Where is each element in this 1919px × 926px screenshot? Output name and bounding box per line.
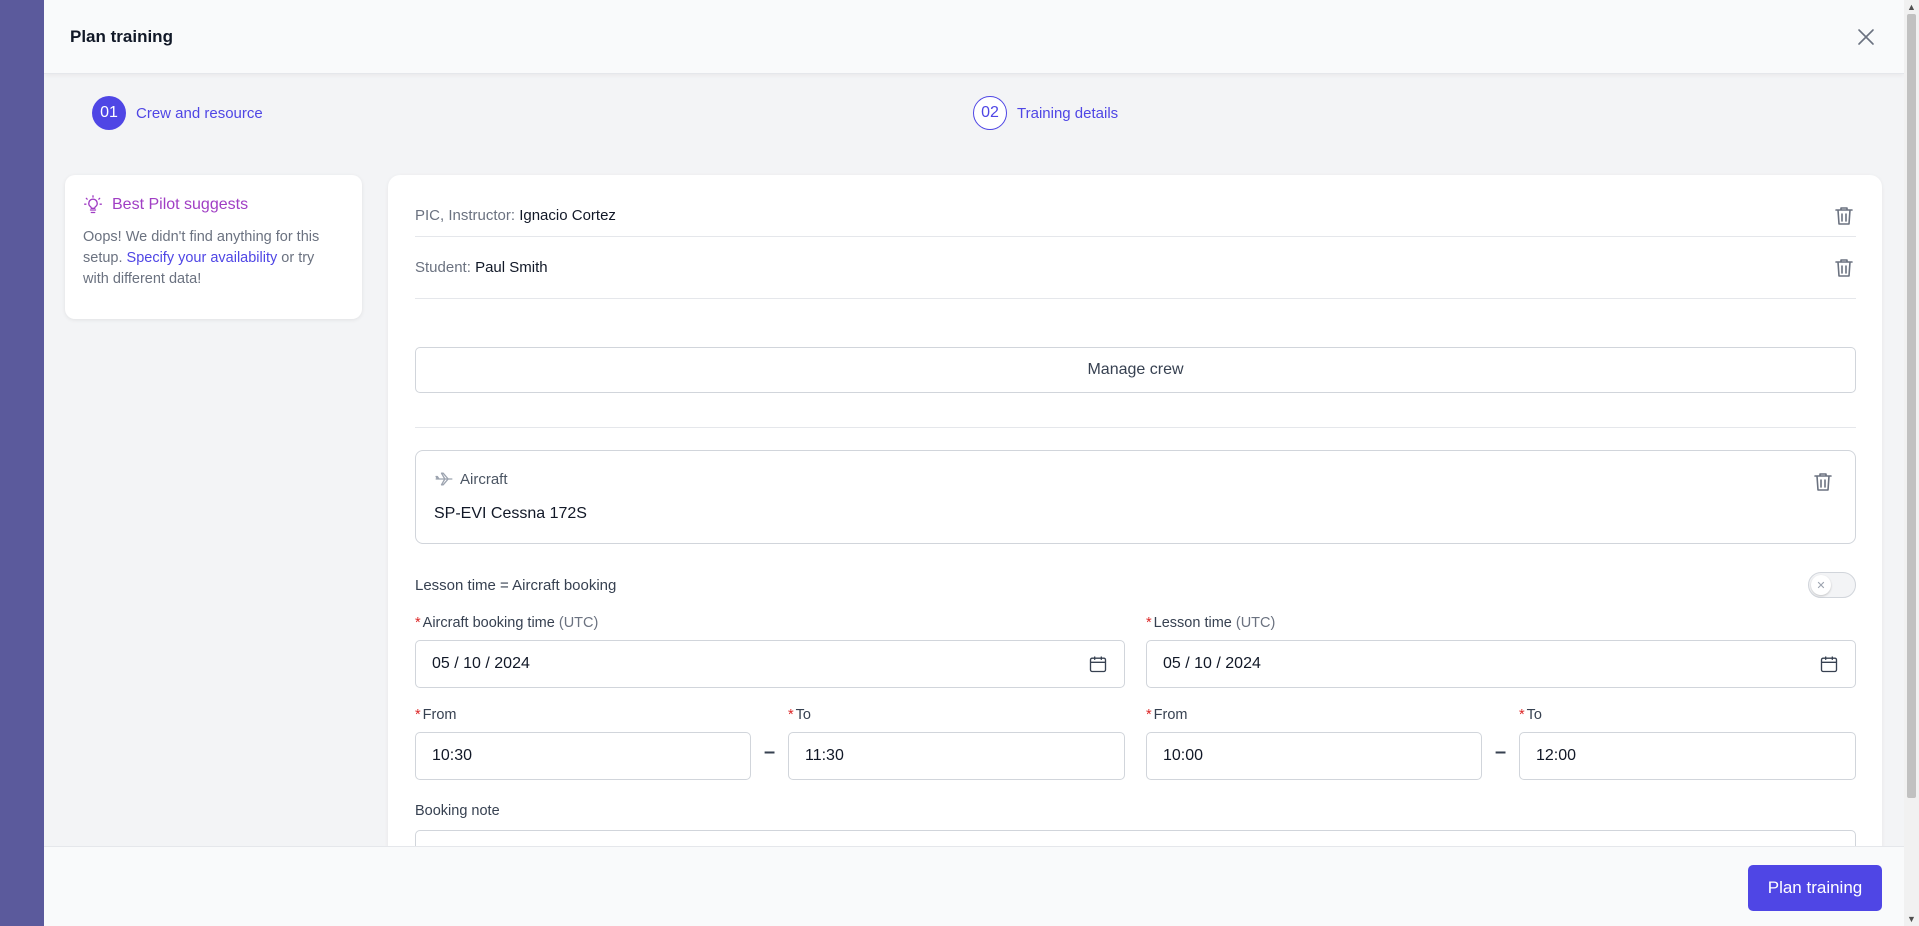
specify-availability-link[interactable]: Specify your availability	[126, 250, 278, 266]
lesson-from-input[interactable]: 10:00	[1146, 732, 1482, 780]
booking-to-input[interactable]: 11:30	[788, 732, 1125, 780]
lesson-from-label: * From	[1146, 707, 1188, 723]
required-marker: *	[788, 707, 794, 723]
lesson-time-unit: (UTC)	[1235, 615, 1276, 631]
range-dash: –	[764, 741, 776, 763]
modal-header: Plan training	[44, 0, 1904, 74]
required-marker: *	[1146, 615, 1152, 631]
crew-row-student: Student: Paul Smith	[415, 237, 1856, 299]
required-marker: *	[1519, 707, 1525, 723]
booking-from-label: * From	[415, 707, 457, 723]
stepper: 01 Crew and resource 02 Training details	[44, 96, 1904, 132]
booking-from-label-text: From	[422, 707, 457, 723]
crew-name: Ignacio Cortez	[519, 207, 616, 224]
scroll-up-icon[interactable]: ▲	[1907, 2, 1916, 12]
trash-icon[interactable]	[1832, 204, 1856, 228]
booking-note-label: Booking note	[415, 803, 500, 819]
lesson-date-input[interactable]: 05 / 10 / 2024	[1146, 640, 1856, 688]
lesson-to-label: * To	[1519, 707, 1542, 723]
step-number: 01	[92, 96, 126, 130]
toggle-off-icon: ✕	[1811, 575, 1831, 595]
close-icon[interactable]	[1854, 25, 1878, 49]
lesson-time-label: * Lesson time (UTC)	[1146, 615, 1275, 631]
trash-icon[interactable]	[1811, 470, 1835, 494]
scroll-thumb[interactable]	[1907, 14, 1916, 798]
booking-to-label-text: To	[795, 707, 811, 723]
trash-icon[interactable]	[1832, 256, 1856, 280]
step-crew-and-resource[interactable]: 01 Crew and resource	[92, 96, 263, 130]
time-value: 10:30	[432, 747, 473, 764]
crew-role: PIC, Instructor:	[415, 207, 516, 224]
suggestion-text-after: or try with different data!	[83, 250, 315, 287]
plan-training-modal: Plan training 01 Crew and resource 02 Tr…	[44, 0, 1904, 926]
manage-crew-button[interactable]: Manage crew	[415, 347, 1856, 393]
lesson-to-input[interactable]: 12:00	[1519, 732, 1856, 780]
crew-role: Student:	[415, 259, 471, 276]
background-sidebar	[0, 0, 44, 926]
step-label: Crew and resource	[136, 104, 263, 122]
lesson-equals-booking-toggle[interactable]: ✕	[1808, 572, 1856, 598]
suggestion-text: Oops! We didn't find anything for this s…	[83, 227, 344, 290]
calendar-icon[interactable]	[1088, 654, 1108, 674]
required-marker: *	[415, 707, 421, 723]
time-value: 10:00	[1163, 747, 1204, 764]
plan-training-button[interactable]: Plan training	[1748, 865, 1882, 911]
step-training-details[interactable]: 02 Training details	[973, 96, 1118, 130]
modal-footer: Plan training	[44, 846, 1904, 926]
lesson-equals-booking-label: Lesson time = Aircraft booking	[415, 576, 617, 594]
required-marker: *	[415, 615, 421, 631]
aircraft-resource: Aircraft SP-EVI Cessna 172S	[415, 450, 1856, 544]
range-dash: –	[1495, 741, 1507, 763]
aircraft-booking-label-text: Aircraft booking time	[422, 615, 555, 631]
aircraft-name: SP-EVI Cessna 172S	[434, 505, 587, 522]
scroll-down-icon[interactable]: ▼	[1907, 914, 1916, 924]
crew-row-instructor: PIC, Instructor: Ignacio Cortez	[415, 175, 1856, 237]
time-value: 12:00	[1536, 747, 1577, 764]
booking-to-label: * To	[788, 707, 811, 723]
lesson-to-label-text: To	[1526, 707, 1542, 723]
suggestion-header: Best Pilot suggests	[83, 195, 344, 215]
lesson-time-label-text: Lesson time	[1153, 615, 1232, 631]
calendar-icon[interactable]	[1819, 654, 1839, 674]
booking-from-input[interactable]: 10:30	[415, 732, 751, 780]
lesson-from-label-text: From	[1153, 707, 1188, 723]
best-pilot-suggestion-card: Best Pilot suggests Oops! We didn't find…	[65, 175, 362, 319]
lesson-equals-booking-row: Lesson time = Aircraft booking ✕	[415, 570, 1856, 600]
modal-title: Plan training	[70, 27, 173, 46]
aircraft-label: Aircraft	[460, 470, 508, 488]
time-value: 11:30	[805, 747, 844, 764]
divider	[415, 427, 1856, 428]
airplane-icon	[435, 472, 453, 486]
date-value: 05 / 10 / 2024	[432, 655, 530, 672]
step-label: Training details	[1017, 104, 1119, 122]
crew-resource-form: PIC, Instructor: Ignacio Cortez Student:…	[388, 175, 1882, 926]
date-value: 05 / 10 / 2024	[1163, 655, 1261, 672]
aircraft-booking-date-input[interactable]: 05 / 10 / 2024	[415, 640, 1125, 688]
suggestion-title: Best Pilot suggests	[112, 196, 249, 213]
aircraft-header: Aircraft	[434, 469, 508, 489]
suggestion-text-before: Oops! We didn't find anything for this s…	[83, 229, 320, 266]
lightbulb-icon	[84, 195, 103, 214]
aircraft-booking-unit: (UTC)	[558, 615, 599, 631]
crew-name: Paul Smith	[475, 259, 548, 276]
required-marker: *	[1146, 707, 1152, 723]
aircraft-booking-label: * Aircraft booking time (UTC)	[415, 615, 598, 631]
step-number: 02	[973, 96, 1007, 130]
scrollbar[interactable]: ▲ ▼	[1904, 0, 1919, 926]
